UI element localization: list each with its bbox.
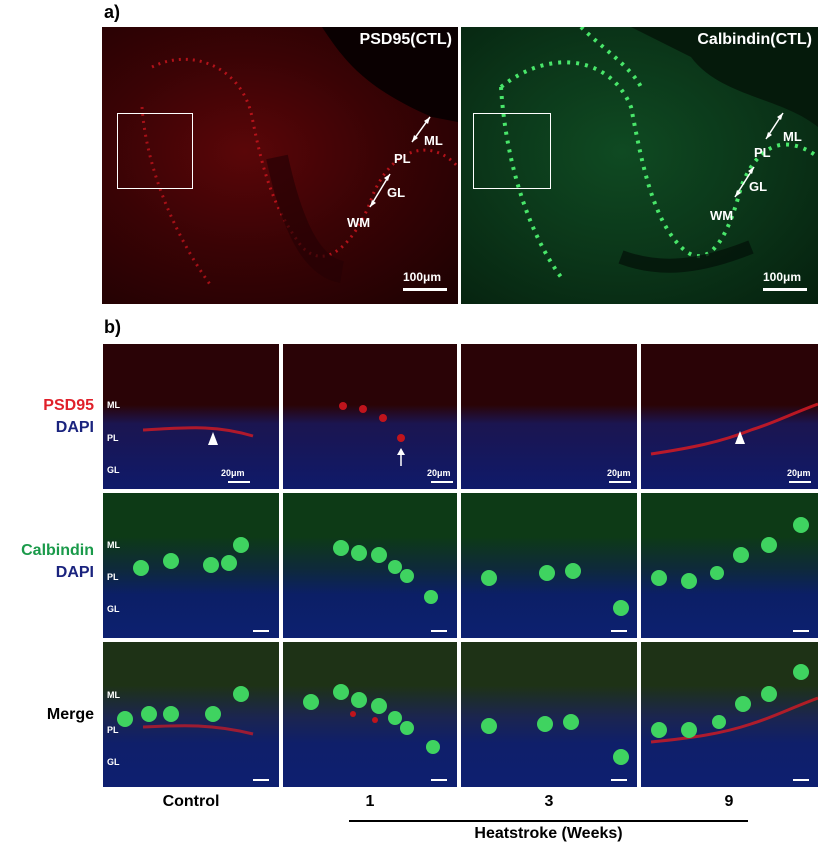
column-label-control: Control [162, 793, 220, 810]
scale-bar [228, 481, 250, 483]
scale-bar [431, 779, 447, 781]
layer-label-pl: PL [107, 433, 119, 443]
layer-label-wm: WM [710, 208, 734, 223]
scale-bar [793, 779, 809, 781]
layer-label-wm: WM [347, 215, 371, 230]
psd95-layer-arrows [369, 116, 431, 208]
layer-label-gl: GL [107, 757, 120, 767]
layer-label-ml: ML [424, 133, 443, 148]
panel-a-label: a) [104, 2, 121, 22]
row-label-merge: Merge [46, 706, 94, 723]
scale-label: 20μm [787, 468, 811, 478]
heatstroke-group-label: Heatstroke (Weeks) [474, 825, 623, 842]
psd95-ctl-image: PSD95(CTL) ML PL GL WM 100μm [102, 27, 458, 304]
panel-b-label: b) [104, 317, 121, 337]
psd95-puncta [142, 426, 254, 445]
layer-label-ml: ML [107, 540, 120, 550]
psd95-ctl-title: PSD95(CTL) [359, 31, 452, 48]
layer-label-gl: GL [107, 604, 120, 614]
micrograph-calbindin-week9 [641, 493, 818, 638]
inset-box-calbindin [473, 113, 551, 189]
micrograph-merge-week3 [461, 642, 637, 787]
layer-label-gl: GL [387, 185, 406, 200]
arrowhead-icon [735, 431, 745, 444]
layer-label-ml: ML [107, 690, 120, 700]
inset-box-psd95 [117, 113, 193, 189]
column-label-week9: 9 [724, 793, 734, 810]
psd95-tissue-drawing [102, 27, 458, 288]
calbindin-ctl-image: Calbindin(CTL) ML PL GL WM 100μm [461, 27, 818, 304]
arrowhead-icon [208, 432, 218, 445]
purkinje-cells [481, 563, 629, 616]
merged-cells [650, 664, 818, 744]
row-label-psd95: PSD95 [43, 397, 94, 414]
purkinje-cells [133, 537, 249, 576]
psd95-puncta [339, 402, 405, 466]
merged-cells [303, 684, 440, 754]
scale-bar [789, 481, 811, 483]
micrograph-psd95-control: ML PL GL 20μm [103, 344, 279, 489]
row-label-dapi: DAPI [55, 419, 94, 436]
micrograph-merge-week9 [641, 642, 818, 787]
scale-bar [431, 481, 453, 483]
scale-label-calbindin: 100μm [763, 270, 802, 284]
purkinje-cells [651, 517, 809, 589]
layer-label-gl: GL [749, 179, 768, 194]
scale-bar-psd95 [403, 288, 447, 291]
layer-label-pl: PL [394, 151, 411, 166]
scale-bar [611, 630, 627, 632]
layer-label-ml: ML [107, 400, 120, 410]
micrograph-merge-week1 [283, 642, 457, 787]
scale-bar [609, 481, 631, 483]
scale-label-psd95: 100μm [403, 270, 442, 284]
micrograph-psd95-week9: 20μm [641, 344, 818, 489]
scale-bar [611, 779, 627, 781]
scale-label: 20μm [221, 468, 245, 478]
micrograph-calbindin-week1 [283, 493, 457, 638]
heatstroke-group-line [349, 820, 748, 822]
micrograph-calbindin-control: ML PL GL [103, 493, 279, 638]
layer-label-pl: PL [754, 145, 771, 160]
layer-label-gl: GL [107, 465, 120, 475]
scale-bar-calbindin [763, 288, 807, 291]
scale-label: 20μm [427, 468, 451, 478]
scale-bar [431, 630, 447, 632]
layer-label-pl: PL [107, 572, 119, 582]
calbindin-ctl-title: Calbindin(CTL) [697, 31, 812, 48]
layer-label-ml: ML [783, 129, 802, 144]
merged-cells [117, 686, 254, 736]
layer-label-pl: PL [107, 725, 119, 735]
arrow-icon [397, 448, 405, 455]
calbindin-layer-arrows [734, 112, 784, 198]
purkinje-cells [333, 540, 438, 604]
psd95-puncta [650, 402, 818, 456]
column-label-week3: 3 [544, 793, 554, 810]
row-label-calbindin: Calbindin [21, 542, 94, 559]
calbindin-tissue-drawing [499, 27, 818, 279]
micrograph-psd95-week1: 20μm [283, 344, 457, 489]
scale-label: 20μm [607, 468, 631, 478]
micrograph-psd95-week3: 20μm [461, 344, 637, 489]
scale-bar [253, 630, 269, 632]
row-label-dapi: DAPI [55, 564, 94, 581]
micrograph-calbindin-week3 [461, 493, 637, 638]
merged-cells [481, 714, 629, 765]
micrograph-merge-control: ML PL GL [103, 642, 279, 787]
scale-bar [253, 779, 269, 781]
column-label-week1: 1 [365, 793, 375, 810]
scale-bar [793, 630, 809, 632]
